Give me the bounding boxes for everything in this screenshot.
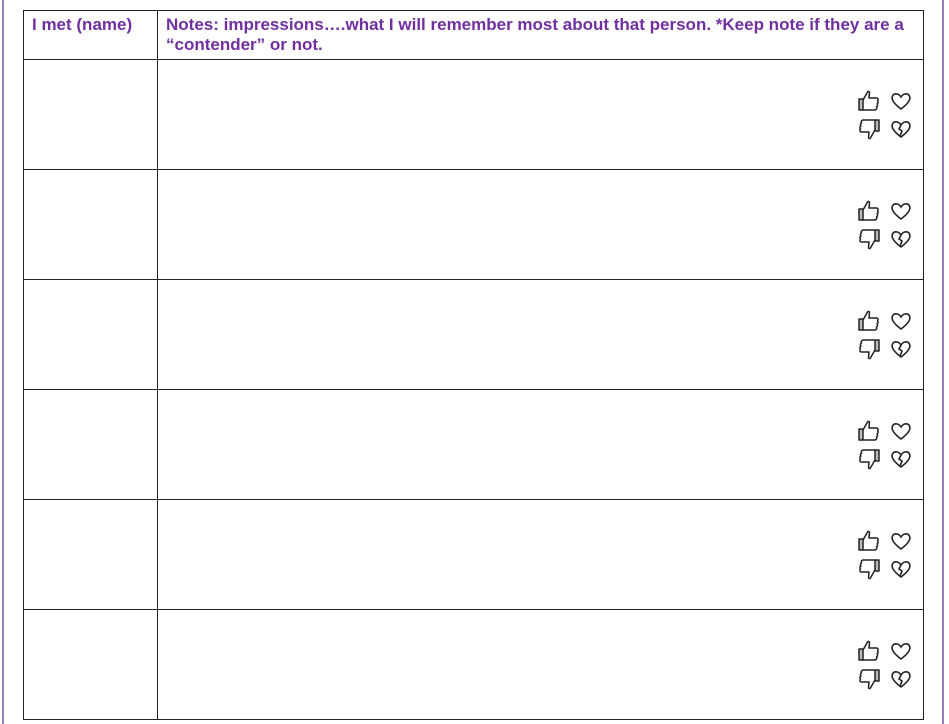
broken-heart-icon[interactable] (889, 667, 913, 691)
thumbs-down-icon[interactable] (857, 667, 881, 691)
name-cell[interactable] (23, 279, 158, 390)
name-cell[interactable] (23, 389, 158, 500)
thumbs-down-icon[interactable] (857, 557, 881, 581)
left-margin-line (2, 0, 4, 724)
notes-cell[interactable] (157, 389, 924, 500)
thumbs-up-icon[interactable] (857, 309, 881, 333)
thumbs-up-icon[interactable] (857, 419, 881, 443)
name-cell[interactable] (23, 609, 158, 720)
thumbs-up-icon[interactable] (857, 639, 881, 663)
heart-icon[interactable] (889, 419, 913, 443)
thumbs-down-icon[interactable] (857, 117, 881, 141)
header-notes: Notes: impressions….what I will remember… (157, 10, 924, 60)
broken-heart-icon[interactable] (889, 337, 913, 361)
thumbs-down-icon[interactable] (857, 447, 881, 471)
broken-heart-icon[interactable] (889, 557, 913, 581)
name-cell[interactable] (23, 169, 158, 280)
broken-heart-icon[interactable] (889, 227, 913, 251)
thumbs-down-icon[interactable] (857, 337, 881, 361)
thumbs-up-icon[interactable] (857, 89, 881, 113)
notes-cell[interactable] (157, 169, 924, 280)
header-name: I met (name) (23, 10, 158, 60)
name-cell[interactable] (23, 499, 158, 610)
broken-heart-icon[interactable] (889, 117, 913, 141)
table-row (23, 169, 924, 280)
thumbs-up-icon[interactable] (857, 529, 881, 553)
heart-icon[interactable] (889, 529, 913, 553)
notes-cell[interactable] (157, 499, 924, 610)
notes-cell[interactable] (157, 609, 924, 720)
heart-icon[interactable] (889, 199, 913, 223)
table-row (23, 279, 924, 390)
right-margin-line (942, 0, 944, 724)
broken-heart-icon[interactable] (889, 447, 913, 471)
notes-cell[interactable] (157, 59, 924, 170)
thumbs-up-icon[interactable] (857, 199, 881, 223)
heart-icon[interactable] (889, 89, 913, 113)
table-row (23, 389, 924, 500)
table-row (23, 499, 924, 610)
table-row (23, 609, 924, 720)
table-row (23, 59, 924, 170)
heart-icon[interactable] (889, 309, 913, 333)
heart-icon[interactable] (889, 639, 913, 663)
thumbs-down-icon[interactable] (857, 227, 881, 251)
name-cell[interactable] (23, 59, 158, 170)
notes-cell[interactable] (157, 279, 924, 390)
contacts-notes-table: I met (name) Notes: impressions….what I … (23, 10, 924, 720)
